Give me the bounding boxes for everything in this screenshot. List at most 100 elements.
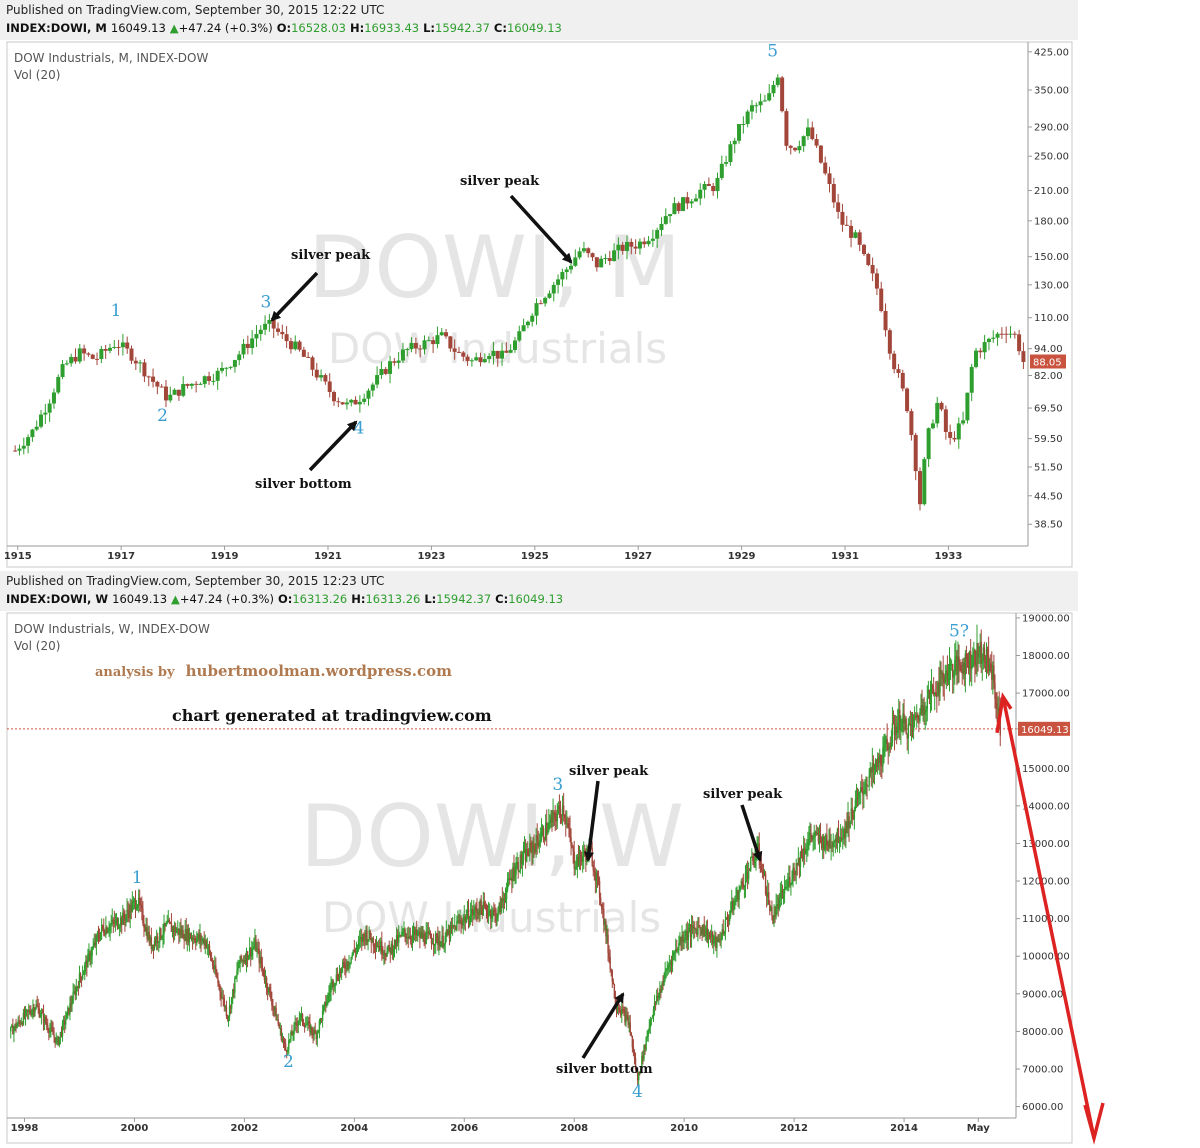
bottom-candle-body (576, 856, 579, 867)
bottom-candle-body (479, 900, 481, 915)
top-candle-body (500, 350, 505, 359)
top-candle-body (357, 401, 362, 405)
bottom-candle-body (326, 1001, 328, 1006)
bottom-candle-body (784, 887, 787, 889)
bottom-candle-body (640, 1068, 642, 1073)
bottom-x-tick-label: 2000 (121, 1123, 149, 1134)
bottom-arrow-silver-peak-1 (584, 780, 600, 862)
bottom-candle-body (899, 709, 901, 731)
bottom-candle-body (290, 1032, 292, 1040)
bottom-candle-body (81, 974, 84, 980)
bottom-candle-body (741, 881, 744, 884)
bottom-candle-body (255, 939, 257, 952)
bottom-candle-body (167, 919, 169, 923)
bottom-candle-body (688, 927, 691, 932)
bottom-candle-body (401, 931, 403, 936)
top-candle-body (719, 163, 724, 178)
bottom-candle-body (842, 838, 844, 840)
bottom-candle-body (144, 927, 146, 932)
bottom-candle-body (70, 1003, 72, 1006)
bottom-candle-body (113, 921, 116, 924)
bottom-candle-body (705, 928, 708, 935)
bottom-candle-body (439, 941, 441, 947)
bottom-candle-body (650, 1018, 653, 1021)
bottom-candle-body (402, 931, 404, 933)
bottom-candle-body (85, 960, 87, 965)
top-candle-body (620, 244, 625, 251)
bottom-candle-body (129, 904, 131, 918)
bottom-candle-body (13, 1028, 15, 1035)
top-high-label: H: (349, 21, 365, 35)
bottom-candle-body (725, 917, 728, 920)
top-candle-body (612, 250, 617, 261)
top-y-tick-label: 150.00 (1034, 252, 1069, 263)
bottom-candle-body (927, 689, 930, 698)
bottom-candle-body (333, 985, 335, 988)
top-x-axis-ticks: 1915 1917 1919 1921 1923 1925 1927 1929 1931 1933 (4, 546, 962, 562)
bottom-candle-body (813, 836, 815, 838)
bottom-candle-body (906, 734, 908, 739)
bottom-candle-body (819, 834, 822, 840)
bottom-candle-body (128, 912, 130, 918)
bottom-candle-body (890, 742, 893, 747)
bottom-candle-body (433, 944, 436, 946)
top-candle-body (129, 348, 134, 361)
bottom-candle-body (531, 844, 533, 854)
top-candle-body (646, 240, 651, 245)
top-candle-body (491, 350, 496, 357)
bottom-candle-body (171, 927, 174, 932)
bottom-candle-body (475, 906, 477, 910)
bottom-candle-body (296, 1024, 298, 1026)
bottom-candle-body (633, 1052, 636, 1059)
top-candle-body (379, 368, 384, 376)
bottom-candle-body (240, 955, 242, 961)
bottom-candle-body (165, 923, 167, 927)
bottom-candle-body (276, 1019, 278, 1021)
bottom-candle-body (750, 856, 752, 871)
bottom-candle-body (849, 822, 851, 829)
bottom-candle-body (18, 1020, 20, 1022)
top-candle-body (478, 357, 483, 363)
top-candle-body (586, 248, 591, 254)
top-x-tick-label: 1921 (314, 551, 342, 562)
top-candle-body (370, 384, 375, 391)
bottom-candle-body (424, 942, 426, 944)
top-candle-body (211, 380, 216, 382)
bottom-wave-3: 3 (552, 775, 563, 795)
bottom-candle-body (830, 846, 832, 848)
bottom-candle-body (551, 817, 553, 823)
bottom-candle-body (230, 997, 233, 1009)
bottom-candle-body (713, 937, 715, 944)
top-candle-body (887, 330, 892, 354)
bottom-candle-body (504, 899, 507, 901)
bottom-candle-body (143, 923, 145, 928)
bottom-candle-body (191, 938, 194, 940)
top-x-tick-label: 1917 (107, 551, 135, 562)
bottom-candle-body (827, 843, 829, 848)
top-candle-body (293, 341, 298, 350)
bottom-candle-body (719, 939, 721, 941)
bottom-plot-frame (6, 612, 1073, 1144)
top-candle-body (452, 348, 457, 352)
top-y-tick-label: 350.00 (1034, 86, 1069, 97)
bottom-wave-2: 2 (283, 1052, 294, 1072)
bottom-candle-body (163, 923, 165, 935)
bottom-candle-body (627, 1016, 629, 1025)
bottom-candle-body (55, 1037, 57, 1044)
bottom-candle-body (458, 920, 460, 922)
bottom-candle-body (412, 930, 415, 935)
top-candle-body (1012, 333, 1017, 335)
bottom-candle-body (749, 869, 751, 871)
bottom-candle-body (467, 909, 470, 923)
bottom-candle-body (236, 970, 238, 977)
bottom-candle-body (301, 1013, 304, 1023)
bottom-open-value: 16313.26 (292, 592, 348, 606)
bottom-candle-body (431, 943, 434, 945)
bottom-candle-body (651, 1016, 654, 1019)
bottom-candle-body (211, 960, 214, 966)
top-candle-body (107, 347, 112, 351)
bottom-candle-body (318, 1020, 321, 1031)
bottom-candle-body (102, 925, 104, 929)
top-candle-body (547, 293, 552, 298)
bottom-candle-body (858, 791, 861, 793)
